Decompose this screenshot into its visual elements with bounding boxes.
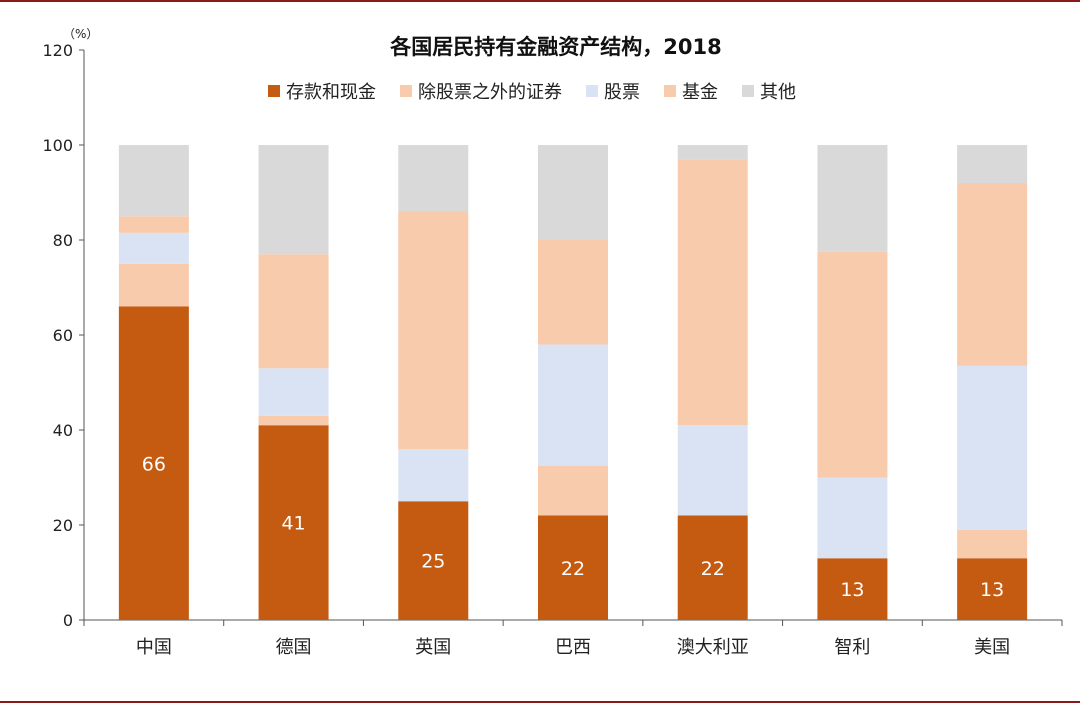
category-label: 澳大利亚 — [677, 637, 749, 658]
bar-segment — [398, 211, 469, 449]
data-labels: 66 41 25 22 22 13 13 — [142, 453, 1004, 601]
category-label: 智利 — [834, 637, 870, 658]
bar-segment — [817, 477, 888, 559]
legend-swatch — [586, 85, 598, 97]
category-label: 德国 — [276, 637, 312, 658]
bar-segment — [538, 145, 608, 240]
data-label: 13 — [840, 579, 864, 601]
category-label: 英国 — [415, 637, 451, 658]
bar-segment — [957, 558, 1028, 620]
category-label: 巴西 — [555, 637, 591, 658]
bar-segment — [258, 368, 329, 416]
data-label: 22 — [701, 558, 725, 580]
bar-segment — [398, 449, 469, 502]
y-tick-label: 80 — [53, 231, 73, 250]
bar-segment — [258, 425, 329, 620]
bottom-rule — [0, 701, 1080, 703]
bar-segment — [957, 529, 1028, 559]
legend-swatch — [400, 85, 412, 97]
bar-segment — [538, 240, 608, 345]
y-tick-label: 20 — [53, 516, 73, 535]
legend-swatch — [742, 85, 754, 97]
bar-segment — [398, 501, 469, 620]
bar-segment — [677, 515, 748, 620]
bar-segment — [118, 216, 189, 233]
bar-segment — [258, 415, 329, 426]
data-label: 25 — [421, 551, 445, 573]
data-label: 41 — [281, 513, 305, 535]
bar-segment — [957, 145, 1028, 183]
bar-segment — [118, 263, 189, 307]
bar-segment — [677, 425, 748, 516]
legend-swatch — [664, 85, 676, 97]
y-tick-label: 0 — [63, 611, 73, 630]
y-tick-label: 120 — [42, 41, 73, 60]
y-tick-label: 60 — [53, 326, 73, 345]
category-label: 美国 — [974, 637, 1010, 658]
legend-swatch — [268, 85, 280, 97]
category-label: 中国 — [136, 637, 172, 658]
legend-entry: 基金 — [682, 82, 718, 103]
bar-segment — [538, 465, 608, 516]
category-labels: 中国 德国 英国 巴西 澳大利亚 智利 美国 — [136, 637, 1010, 658]
chart-title: 各国居民持有金融资产结构，2018 — [389, 35, 721, 59]
data-label: 13 — [980, 579, 1004, 601]
bar-segment — [538, 344, 608, 466]
bar-segment — [677, 145, 748, 160]
bar-segment — [817, 558, 888, 620]
top-rule — [0, 0, 1080, 2]
y-tick-label: 100 — [42, 136, 73, 155]
axes: 0 20 40 60 80 100 120 — [42, 41, 1063, 630]
bar-segment — [817, 251, 888, 478]
legend-entry: 股票 — [604, 82, 640, 103]
data-label: 66 — [142, 453, 166, 475]
bar-segment — [118, 306, 189, 620]
bar-segment — [118, 232, 189, 264]
data-label: 22 — [561, 558, 585, 580]
legend: 存款和现金 除股票之外的证券 股票 基金 其他 — [268, 82, 796, 103]
bar-segment — [957, 365, 1028, 530]
bar-segment — [398, 145, 469, 212]
bar-segment — [817, 145, 888, 252]
bar-segment — [258, 145, 329, 255]
y-axis-unit: （%） — [63, 27, 98, 41]
legend-entry: 存款和现金 — [286, 82, 376, 103]
legend-entry: 其他 — [760, 82, 796, 103]
bar-segment — [118, 145, 189, 217]
bars — [118, 145, 1028, 620]
bar-segment — [258, 254, 329, 369]
legend-entry: 除股票之外的证券 — [418, 82, 562, 103]
bar-segment — [538, 515, 608, 620]
y-tick-label: 40 — [53, 421, 73, 440]
bar-segment — [677, 159, 748, 426]
bar-segment — [957, 183, 1028, 366]
